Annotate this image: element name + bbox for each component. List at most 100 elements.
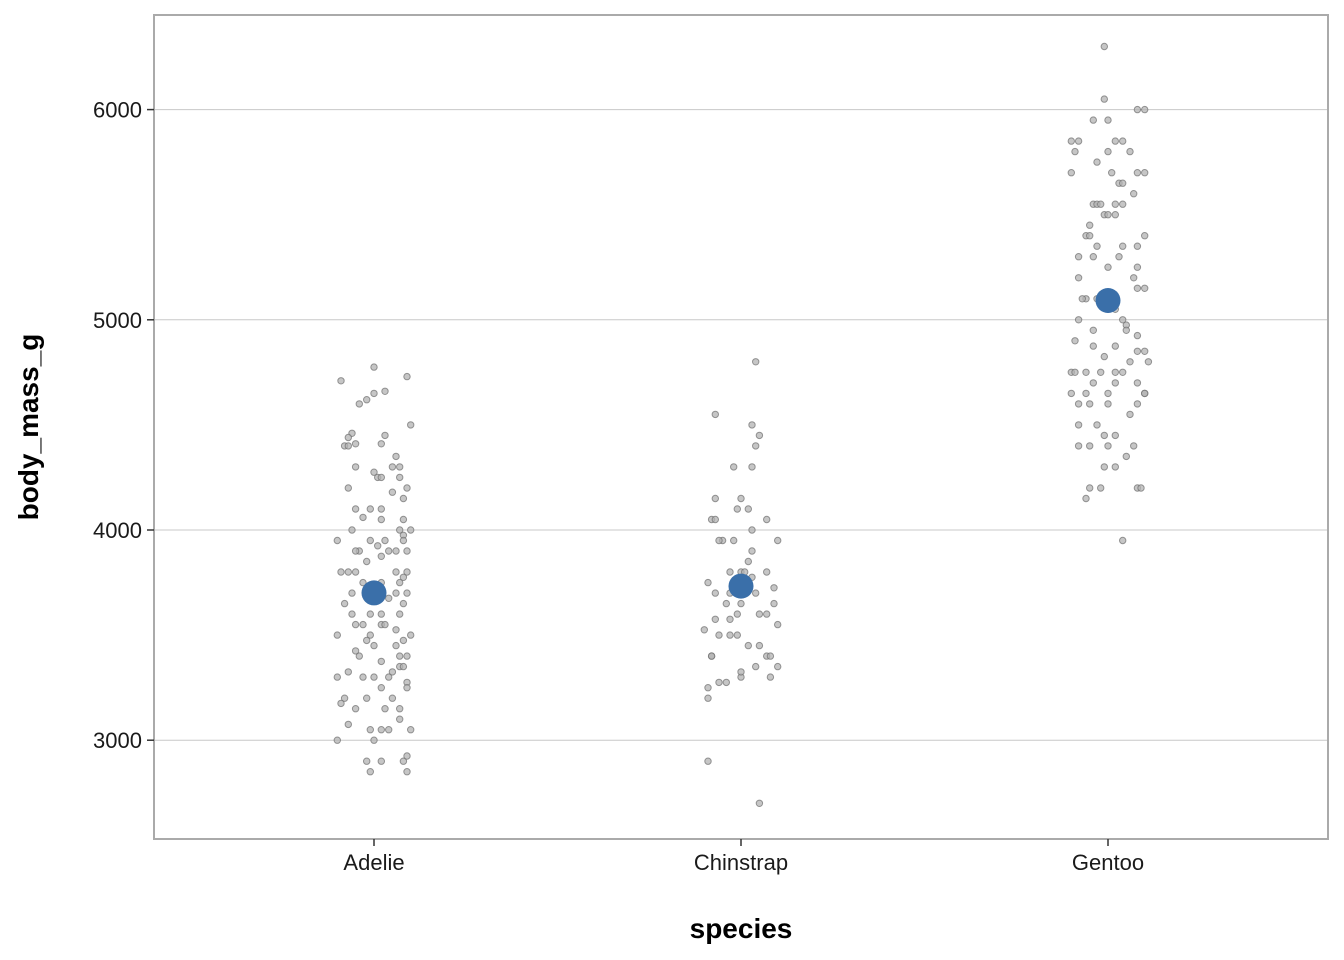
data-point-adelie-69: [396, 610, 404, 618]
data-point-chinstrap-39: [733, 610, 741, 618]
data-point-chinstrap-46: [744, 641, 752, 650]
data-point-adelie-18: [396, 463, 404, 471]
data-point-adelie-52: [392, 568, 400, 576]
mean-point-chinstrap: [728, 573, 754, 599]
data-point-chinstrap-59: [704, 694, 712, 702]
data-point-adelie-104: [337, 699, 345, 708]
data-point-adelie-100: [388, 694, 397, 702]
data-point-gentoo-38: [1115, 253, 1123, 261]
data-point-chinstrap-50: [752, 662, 760, 671]
data-point-chinstrap-34: [737, 599, 745, 608]
data-point-gentoo-60: [1141, 347, 1149, 355]
data-point-adelie-33: [348, 526, 356, 534]
data-point-gentoo-10: [1071, 147, 1079, 156]
data-point-gentoo-39: [1104, 263, 1112, 271]
data-point-adelie-83: [396, 652, 404, 660]
data-point-gentoo-62: [1126, 358, 1134, 366]
data-point-adelie-117: [366, 768, 374, 776]
data-point-gentoo-70: [1133, 379, 1142, 387]
data-point-adelie-32: [399, 515, 408, 524]
data-point-chinstrap-57: [722, 678, 730, 687]
data-point-adelie-31: [377, 515, 385, 524]
data-point-adelie-25: [388, 488, 397, 496]
data-point-gentoo-27: [1104, 211, 1112, 219]
data-point-gentoo-11: [1104, 147, 1112, 156]
data-point-gentoo-67: [1097, 368, 1105, 376]
mean-points: [361, 288, 1121, 606]
data-point-gentoo-13: [1093, 158, 1101, 166]
data-point-gentoo-32: [1141, 232, 1149, 240]
data-point-chinstrap-25: [704, 578, 712, 587]
data-point-adelie-53: [403, 568, 411, 576]
data-point-gentoo-5: [1104, 116, 1112, 124]
data-point-adelie-76: [333, 631, 341, 639]
data-point-adelie-65: [340, 599, 349, 608]
data-point-chinstrap-38: [726, 615, 734, 623]
data-point-adelie-54: [399, 573, 408, 581]
mean-point-adelie: [361, 580, 387, 606]
data-point-adelie-12: [381, 431, 389, 440]
data-point-gentoo-3: [1141, 105, 1149, 114]
data-point-adelie-84: [403, 652, 411, 660]
data-point-adelie-118: [403, 768, 411, 776]
data-point-gentoo-84: [1093, 421, 1101, 429]
data-point-chinstrap-17: [730, 536, 738, 545]
data-point-adelie-21: [377, 473, 385, 482]
data-point-gentoo-53: [1089, 326, 1098, 334]
data-point-gentoo-12: [1126, 147, 1134, 156]
data-point-adelie-26: [366, 505, 374, 513]
data-point-chinstrap-44: [715, 631, 723, 639]
data-point-chinstrap-4: [752, 442, 760, 450]
y-tick-label-4000: 4000: [93, 518, 142, 543]
data-point-chinstrap-49: [766, 652, 775, 660]
data-point-gentoo-56: [1071, 337, 1079, 345]
data-point-adelie-29: [399, 494, 408, 503]
data-point-adelie-45: [392, 547, 400, 555]
data-point-gentoo-7: [1111, 137, 1120, 145]
data-point-gentoo-17: [1108, 169, 1116, 177]
data-point-gentoo-57: [1089, 342, 1098, 350]
data-point-chinstrap-18: [774, 536, 782, 545]
data-point-adelie-90: [333, 673, 341, 681]
data-point-gentoo-20: [1130, 190, 1138, 198]
data-point-gentoo-76: [1067, 389, 1076, 398]
data-point-gentoo-97: [1137, 484, 1145, 492]
data-point-gentoo-87: [1074, 442, 1083, 450]
data-point-adelie-86: [377, 657, 385, 666]
data-point-gentoo-68: [1111, 368, 1120, 376]
data-point-chinstrap-40: [774, 620, 782, 629]
data-point-gentoo-77: [1074, 400, 1083, 408]
data-point-adelie-41: [374, 542, 382, 550]
data-point-adelie-1: [370, 363, 378, 371]
data-point-adelie-47: [377, 552, 385, 560]
data-point-adelie-39: [381, 536, 389, 545]
data-point-gentoo-36: [1074, 253, 1083, 261]
data-point-adelie-66: [377, 610, 385, 618]
data-point-gentoo-33: [1093, 242, 1101, 250]
data-point-adelie-106: [396, 715, 404, 723]
data-point-adelie-14: [351, 463, 360, 471]
data-point-chinstrap-6: [730, 463, 738, 471]
data-point-adelie-113: [363, 757, 371, 765]
data-point-chinstrap-45: [755, 641, 764, 650]
data-point-adelie-88: [399, 662, 408, 671]
data-point-gentoo-19: [1119, 179, 1127, 187]
data-point-adelie-37: [333, 536, 341, 545]
data-point-chinstrap-20: [744, 557, 752, 566]
data-point-adelie-23: [403, 484, 411, 492]
data-point-gentoo-93: [1111, 463, 1120, 471]
data-point-gentoo-34: [1119, 242, 1127, 250]
data-point-chinstrap-61: [755, 799, 764, 807]
data-point-gentoo-14: [1133, 169, 1142, 177]
data-point-adelie-7: [407, 421, 415, 429]
data-point-adelie-57: [396, 578, 404, 587]
data-point-adelie-80: [392, 641, 400, 650]
data-point-adelie-51: [351, 568, 360, 576]
data-point-gentoo-92: [1100, 463, 1109, 471]
data-point-chinstrap-9: [733, 505, 741, 513]
data-point-adelie-81: [370, 641, 378, 650]
data-point-adelie-38: [366, 536, 374, 545]
data-point-chinstrap-58: [704, 684, 712, 692]
y-axis-title: body_mass_g: [13, 334, 44, 521]
